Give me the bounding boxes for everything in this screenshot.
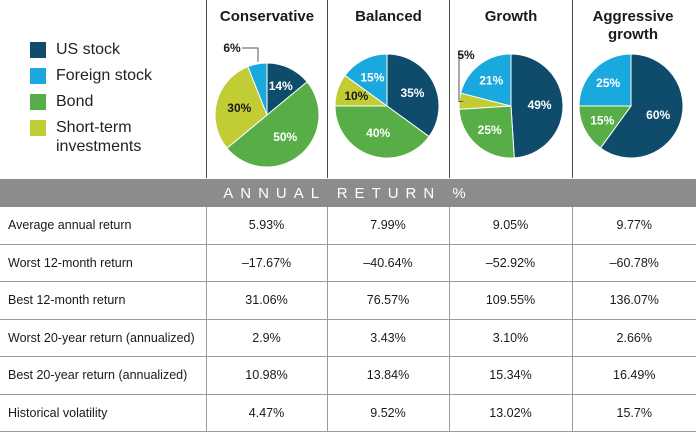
cell-value: 13.84% (326, 356, 449, 395)
pie-slice-foreign-stock (578, 53, 632, 107)
pie-slice-label: 25% (596, 76, 620, 90)
cell-value: 16.49% (571, 356, 696, 395)
column-divider (327, 0, 328, 178)
legend-item-short-term: Short-term investments (30, 118, 205, 156)
table-row: Best 12-month return 31.06% 76.57% 109.5… (0, 281, 696, 320)
cell-value: –17.67% (205, 244, 327, 282)
cell-value: 109.55% (448, 281, 572, 320)
cell-value: 4.47% (205, 394, 327, 432)
pie-slice-label: 35% (400, 86, 424, 100)
pie-slice-bond (458, 105, 515, 159)
cell-value: 9.05% (448, 207, 572, 245)
cell-value: 5.93% (205, 207, 327, 245)
pie-slice-label: 10% (344, 89, 368, 103)
row-label: Average annual return (0, 207, 206, 245)
cell-value: 3.43% (326, 319, 449, 357)
pie-slice-foreign-stock (247, 62, 268, 116)
cell-value: 13.02% (448, 394, 572, 432)
row-label: Worst 12-month return (0, 244, 206, 282)
table-row: Historical volatility 4.47% 9.52% 13.02%… (0, 394, 696, 432)
pie-slice-label: 6% (223, 41, 241, 55)
table-row: Average annual return 5.93% 7.99% 9.05% … (0, 207, 696, 245)
cell-value: 136.07% (571, 281, 696, 320)
cell-value: 31.06% (205, 281, 327, 320)
table-row: Worst 12-month return –17.67% –40.64% –5… (0, 244, 696, 282)
legend-swatch-short-term (30, 120, 46, 136)
table-row: Best 20-year return (annualized) 10.98% … (0, 356, 696, 395)
pie-slice-label: 40% (366, 126, 390, 140)
pie-slice-label: 60% (646, 108, 670, 122)
pie-slice-label: 50% (273, 130, 297, 144)
pie-slice-label: 21% (479, 74, 503, 88)
pie-slice-label: 49% (528, 98, 552, 112)
cell-value: 15.34% (448, 356, 572, 395)
band-title: ANNUAL RETURN % (223, 184, 473, 202)
legend-item-us-stock: US stock (30, 40, 205, 59)
cell-value: 9.77% (571, 207, 696, 245)
returns-table: Average annual return 5.93% 7.99% 9.05% … (0, 207, 696, 432)
column-divider (449, 0, 450, 178)
row-label: Worst 20-year return (annualized) (0, 319, 206, 357)
pie-slice-label: 30% (227, 101, 251, 115)
leader-line (242, 47, 259, 62)
legend-label: Short-term investments (56, 119, 142, 155)
pie-slice-us-stock (510, 53, 564, 159)
cell-value: –40.64% (326, 244, 449, 282)
column-title-aggressive-growth: Aggressive growth (592, 8, 674, 43)
cell-value: 15.7% (571, 394, 696, 432)
legend: US stock Foreign stock Bond Short-term i… (30, 40, 205, 163)
legend-swatch-us-stock (30, 42, 46, 58)
pie-slice-bond (334, 105, 430, 159)
column-title-balanced: Balanced (355, 8, 422, 25)
leader-line (458, 54, 464, 102)
cell-value: –60.78% (571, 244, 696, 282)
pie-slice-foreign-stock (344, 53, 388, 107)
cell-value: 9.52% (326, 394, 449, 432)
pie-slice-label: 25% (478, 123, 502, 137)
pie-slice-short-term-investments (214, 66, 268, 149)
legend-label: Foreign stock (56, 67, 153, 84)
legend-label: Bond (56, 93, 94, 110)
pie-slice-label: 15% (360, 70, 384, 84)
pie-slice-bond (226, 81, 320, 168)
cell-value: 7.99% (326, 207, 449, 245)
pie-slice-label: 15% (590, 114, 614, 128)
cell-value: 76.57% (326, 281, 449, 320)
pie-slice-bond (578, 105, 632, 149)
row-label: Best 12-month return (0, 281, 206, 320)
column-divider (206, 0, 207, 178)
cell-value: –52.92% (448, 244, 572, 282)
cell-value: 2.66% (571, 319, 696, 357)
pie-slice-foreign-stock (460, 53, 512, 107)
cell-value: 10.98% (205, 356, 327, 395)
legend-item-bond: Bond (30, 92, 205, 111)
cell-value: 2.9% (205, 319, 327, 357)
legend-label: US stock (56, 41, 121, 58)
column-title-growth: Growth (484, 8, 538, 25)
pie-slice-us-stock (599, 53, 684, 159)
legend-swatch-foreign-stock (30, 68, 46, 84)
pie-charts: 14% 50% 30% 6% 35% 40% 10% 15% 49% 25% 5% 21% 60% 15%… (214, 41, 684, 168)
row-label: Best 20-year return (annualized) (0, 356, 206, 395)
row-label: Historical volatility (0, 394, 206, 432)
pie-slice-label: 14% (269, 79, 293, 93)
cell-value: 3.10% (448, 319, 572, 357)
annual-return-band: ANNUAL RETURN % (0, 179, 696, 207)
table-row: Worst 20-year return (annualized) 2.9% 3… (0, 319, 696, 357)
legend-item-foreign-stock: Foreign stock (30, 66, 205, 85)
column-title-conservative: Conservative (219, 8, 315, 25)
legend-swatch-bond (30, 94, 46, 110)
column-divider (572, 0, 573, 178)
pie-slice-label: 5% (457, 48, 475, 62)
pie-slice-us-stock (386, 53, 440, 138)
